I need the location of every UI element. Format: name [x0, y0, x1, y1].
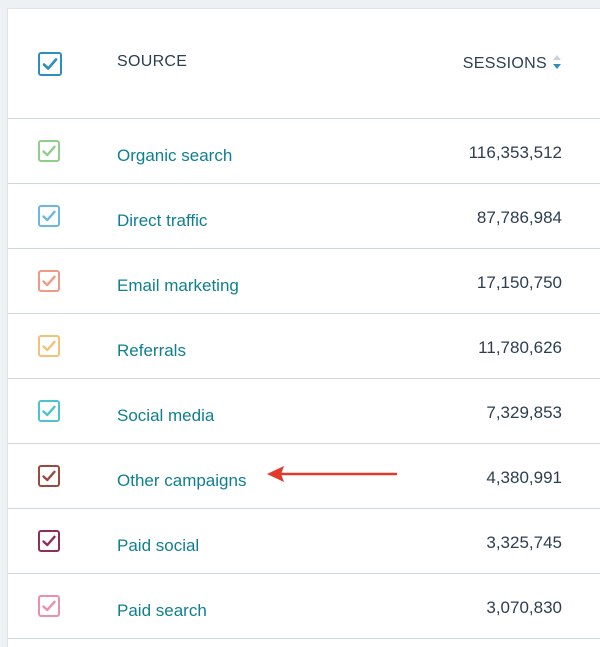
source-link[interactable]: Direct traffic	[117, 211, 208, 230]
row-checkbox[interactable]	[38, 595, 60, 617]
row-checkbox[interactable]	[38, 335, 60, 357]
source-link[interactable]: Social media	[117, 406, 215, 425]
table-row: Other campaigns 4,380,991	[8, 444, 600, 509]
table-header: SOURCE SESSIONS	[8, 9, 600, 119]
source-link[interactable]: Other campaigns	[117, 471, 247, 490]
row-checkbox[interactable]	[38, 465, 60, 487]
checkmark-icon	[42, 58, 58, 70]
sessions-value: 3,325,745	[486, 533, 562, 552]
sessions-value: 87,786,984	[476, 208, 562, 227]
table-row: Email marketing 17,150,750	[8, 249, 600, 314]
sessions-value: 116,353,512	[468, 143, 562, 162]
row-checkbox[interactable]	[38, 400, 60, 422]
source-link[interactable]: Paid search	[117, 601, 207, 620]
source-link[interactable]: Email marketing	[117, 276, 239, 295]
checkmark-icon	[42, 340, 56, 352]
column-header-sessions[interactable]: SESSIONS	[462, 55, 547, 72]
checkmark-icon	[42, 470, 56, 482]
sessions-value: 11,780,626	[478, 338, 562, 357]
sessions-value: 7,329,853	[486, 403, 562, 422]
sessions-table: SOURCE SESSIONS Organic search 116,353,51…	[7, 8, 600, 647]
row-checkbox[interactable]	[38, 270, 60, 292]
table-row: Paid search 3,070,830	[8, 574, 600, 639]
sessions-value: 4,380,991	[486, 468, 562, 487]
checkmark-icon	[42, 535, 56, 547]
checkmark-icon	[42, 145, 56, 157]
row-checkbox[interactable]	[38, 530, 60, 552]
table-row: Referrals 11,780,626	[8, 314, 600, 379]
row-checkbox[interactable]	[38, 205, 60, 227]
source-link[interactable]: Referrals	[117, 341, 186, 360]
table-row: Organic search 116,353,512	[8, 119, 600, 184]
checkmark-icon	[42, 275, 56, 287]
table-row: Direct traffic 87,786,984	[8, 184, 600, 249]
table-row: Social media 7,329,853	[8, 379, 600, 444]
checkmark-icon	[42, 600, 56, 612]
red-arrow-icon	[267, 466, 397, 482]
sessions-value: 3,070,830	[486, 598, 562, 617]
row-checkbox[interactable]	[38, 140, 60, 162]
sessions-value: 17,150,750	[476, 273, 562, 292]
sort-descending-icon[interactable]	[552, 53, 562, 73]
checkmark-icon	[42, 405, 56, 417]
table-row: Paid social 3,325,745	[8, 509, 600, 574]
column-header-source[interactable]: SOURCE	[117, 53, 188, 70]
source-link[interactable]: Paid social	[117, 536, 200, 555]
select-all-checkbox[interactable]	[38, 52, 62, 76]
source-link[interactable]: Organic search	[117, 146, 233, 165]
checkmark-icon	[42, 210, 56, 222]
